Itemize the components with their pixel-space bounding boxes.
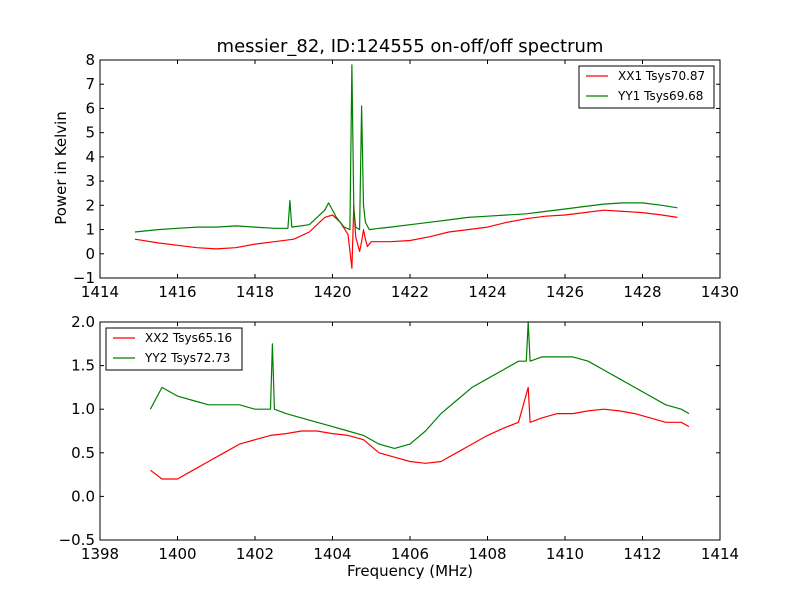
top-y-tick-label: 3 xyxy=(85,172,95,190)
top-y-tick-label: 0 xyxy=(85,245,95,263)
top-y-tick-label: 7 xyxy=(85,75,95,93)
top-x-tick-label: 1414 xyxy=(81,283,119,301)
top-y-axis-label: Power in Kelvin xyxy=(52,111,70,225)
bottom-y-tick-label: −0.5 xyxy=(59,531,95,549)
top-x-tick-label: 1422 xyxy=(391,283,429,301)
bottom-x-tick-label: 1398 xyxy=(81,545,119,563)
bottom-series-line-xx2 xyxy=(150,386,690,480)
top-y-tick-label: 4 xyxy=(85,148,95,166)
bottom-x-tick-label: 1406 xyxy=(391,545,429,563)
bottom-y-tick-label: 0.5 xyxy=(71,444,95,462)
bottom-x-axis-label: Frequency (MHz) xyxy=(347,562,473,580)
bottom-legend-box xyxy=(105,327,243,371)
bottom-x-tick-label: 1408 xyxy=(468,545,506,563)
top-x-tick-label: 1420 xyxy=(313,283,351,301)
top-axis-ticks: 1414 1416 1418 1420 1422 1424 1426 1428 1430−101… xyxy=(73,51,739,301)
top-y-tick-label: 6 xyxy=(85,99,95,117)
bottom-x-tick-label: 1404 xyxy=(313,545,351,563)
top-legend-box xyxy=(578,65,715,109)
bottom-y-tick-label: 0.0 xyxy=(71,487,95,505)
bottom-legend-label-xx2: XX2 Tsys65.16 xyxy=(145,331,232,345)
top-series-line-yy1 xyxy=(134,64,678,233)
bottom-x-tick-label: 1410 xyxy=(546,545,584,563)
bottom-plot-series xyxy=(149,321,690,480)
top-y-tick-label: −1 xyxy=(73,269,95,287)
top-x-tick-label: 1418 xyxy=(236,283,274,301)
bottom-axis-ticks: 1398 1400 1402 1404 1406 1408 1410 1412 1414 −0.5… xyxy=(59,313,740,563)
top-y-tick-label: 8 xyxy=(85,51,95,69)
bottom-x-tick-label: 1414 xyxy=(701,545,739,563)
bottom-legend-label-yy2: YY2 Tsys72.73 xyxy=(144,351,230,365)
bottom-y-tick-label: 1.5 xyxy=(71,357,95,375)
top-legend: XX1 Tsys70.87 YY1 Tsys69.68 xyxy=(578,65,715,109)
top-plot-frame xyxy=(99,59,721,279)
bottom-y-tick-label: 1.0 xyxy=(71,400,95,418)
top-x-tick-label: 1424 xyxy=(468,283,506,301)
top-chart-title: messier_82, ID:124555 on-off/off spectru… xyxy=(217,36,604,57)
bottom-x-tick-label: 1402 xyxy=(236,545,274,563)
top-x-tick-label: 1430 xyxy=(701,283,739,301)
top-legend-label-yy1: YY1 Tsys69.68 xyxy=(617,89,703,103)
bottom-plot-frame xyxy=(99,321,721,541)
top-y-tick-label: 1 xyxy=(85,221,95,239)
top-y-tick-label: 2 xyxy=(85,196,95,214)
bottom-legend: XX2 Tsys65.16 YY2 Tsys72.73 xyxy=(105,327,243,371)
top-x-tick-label: 1416 xyxy=(158,283,196,301)
bottom-x-tick-label: 1400 xyxy=(158,545,196,563)
bottom-y-tick-label: 2.0 xyxy=(71,313,95,331)
top-x-tick-label: 1428 xyxy=(623,283,661,301)
bottom-series-line-yy2 xyxy=(149,321,690,449)
top-subplot: messier_82, ID:124555 on-off/off spectru… xyxy=(52,36,739,301)
top-series-line-xx1 xyxy=(134,204,678,269)
bottom-subplot: Frequency (MHz) 1398 1400 1402 1404 1406 1408… xyxy=(59,313,740,580)
bottom-x-tick-label: 1412 xyxy=(623,545,661,563)
top-y-tick-label: 5 xyxy=(85,124,95,142)
top-legend-label-xx1: XX1 Tsys70.87 xyxy=(618,69,705,83)
top-plot-series xyxy=(134,64,678,269)
top-x-tick-label: 1426 xyxy=(546,283,584,301)
